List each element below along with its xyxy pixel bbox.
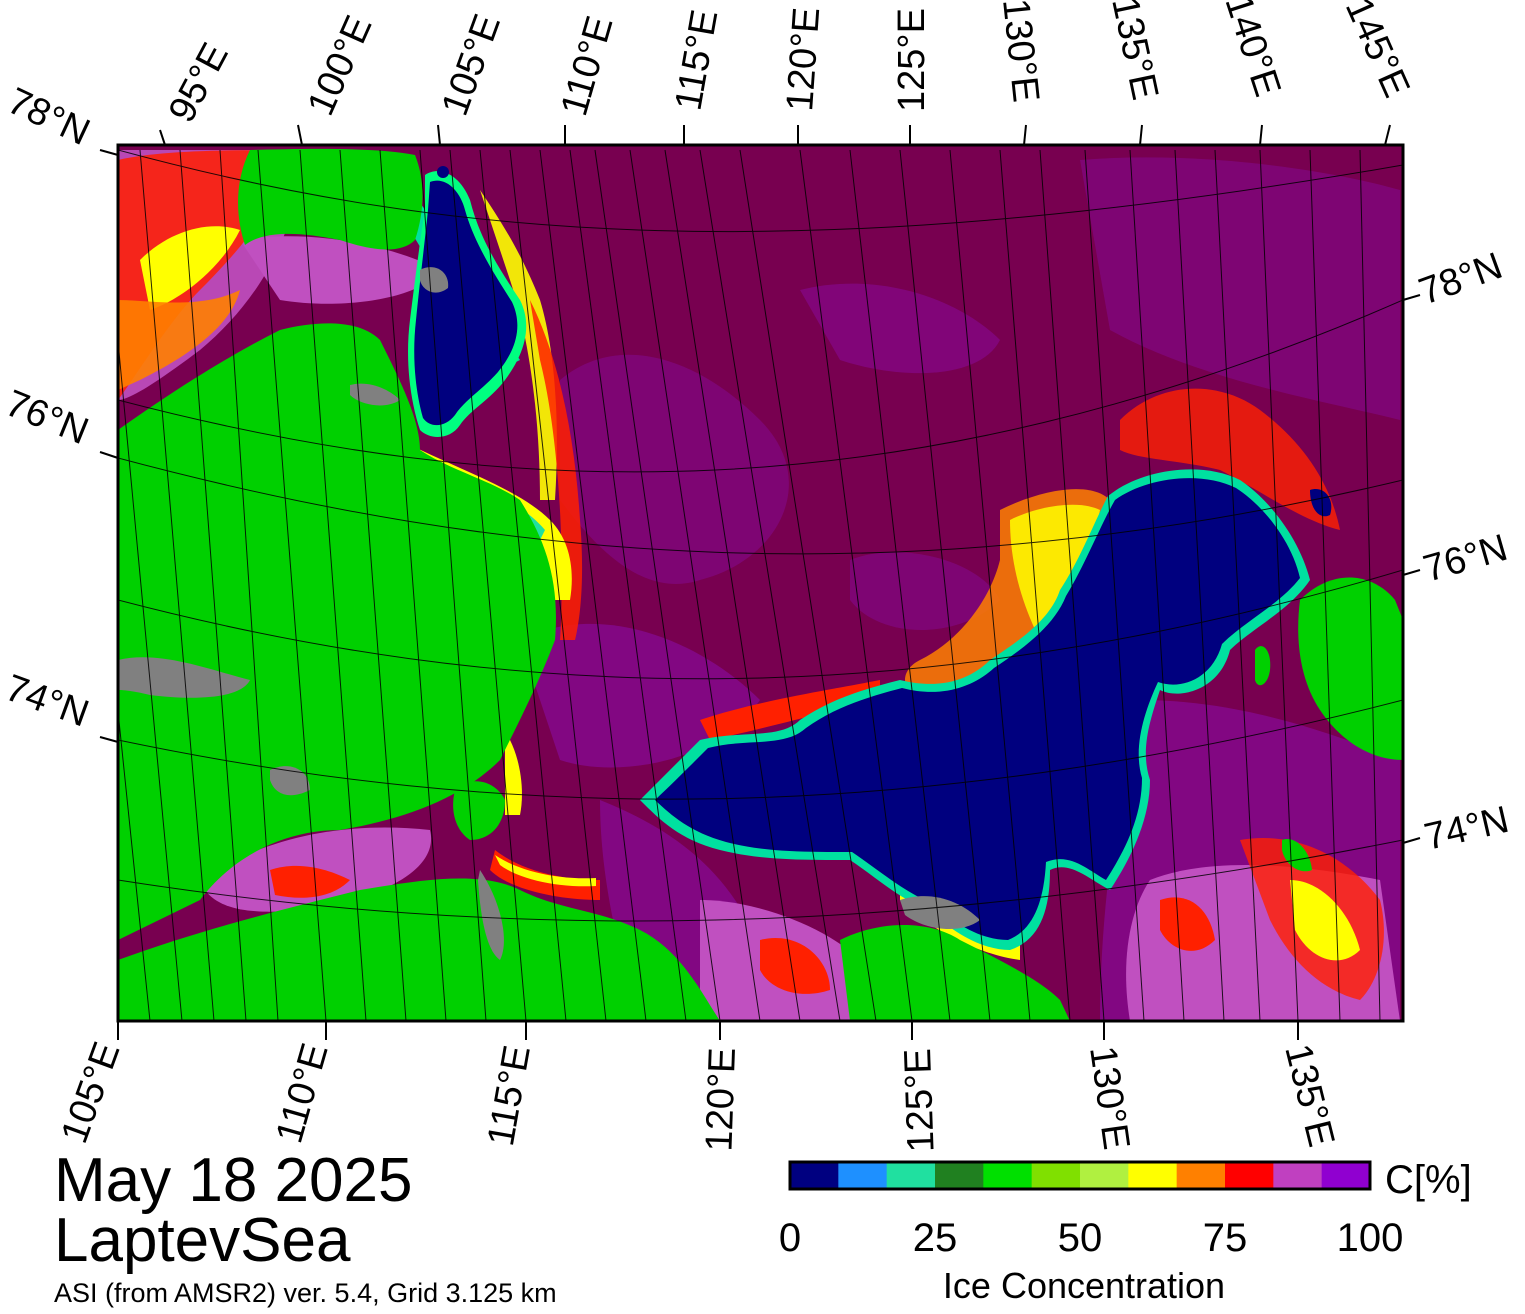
right-lat-labels: 78°N 76°N 74°N [1414,245,1513,859]
colorbar-cell [1176,1162,1226,1189]
kotelny-island [1298,577,1403,760]
right-lat-label: 74°N [1421,799,1513,859]
top-lon-label: 120°E [779,6,828,113]
top-lon-label: 100°E [300,10,381,122]
colorbar-title: Ice Concentration [942,1265,1226,1306]
data-source-note: ASI (from AMSR2) ver. 5.4, Grid 3.125 km [54,1278,557,1308]
colorbar-unit: C[%] [1385,1158,1472,1202]
bolshevik-island [238,148,423,250]
colorbar-cell [1321,1162,1371,1189]
top-lon-labels: 95°E 100°E 105°E 110°E 115°E 120°E 125°E… [161,0,1418,129]
top-lon-label: 95°E [161,36,237,129]
tick-marks [99,124,1421,1040]
colorbar-tick-label: 100 [1336,1216,1404,1260]
map-date: May 18 2025 [54,1146,413,1215]
land-ice-areas [118,267,980,960]
left-lat-label: 74°N [0,667,94,736]
bottom-lon-label: 115°E [480,1042,539,1149]
colorbar-cell [983,1162,1033,1189]
lena-delta [840,925,1070,1021]
top-lon-label: 130°E [994,0,1047,104]
top-lon-label: 145°E [1337,0,1418,104]
left-lat-label: 78°N [1,80,96,154]
mainland-south [118,878,720,1021]
ice-margin-east [700,388,1384,1000]
bottom-lon-label: 105°E [53,1037,128,1149]
top-lon-label: 115°E [668,7,727,114]
top-lon-label: 135°E [1103,0,1166,104]
bottom-lon-label: 130°E [1081,1043,1137,1152]
left-lat-label: 76°N [0,382,94,453]
left-lat-labels: 78°N 76°N 74°N [0,80,96,735]
right-lat-label: 76°N [1419,527,1512,591]
bottom-lon-label: 120°E [698,1047,744,1152]
colorbar-cell [1273,1162,1323,1189]
bottom-lon-labels: 105°E 110°E 115°E 120°E 125°E 130°E 135°… [53,1037,1342,1153]
begichev-island [453,781,505,840]
colorbar-cell [790,1162,839,1189]
colorbar-frame [788,1160,1372,1191]
colorbar-cells [790,1162,1371,1189]
bolshoy-lyakhovsky [1282,839,1312,872]
colorbar-cell [1031,1162,1081,1189]
colorbar-cell [838,1162,888,1189]
bottom-lon-label: 135°E [1276,1040,1342,1151]
top-lon-label: 110°E [553,12,621,121]
colorbar-cell [1128,1162,1178,1189]
bottom-lon-label: 125°E [897,1048,943,1153]
colorbar [788,1160,1372,1191]
colorbar-tick-label: 0 [778,1216,802,1260]
colorbar-cell [935,1162,984,1189]
stolbovoy-island [1255,646,1271,686]
polynya-east [640,469,1332,950]
bottom-lon-label: 110°E [268,1039,336,1148]
region-name: LaptevSea [54,1206,351,1275]
colorbar-tick-label: 25 [912,1216,958,1260]
map-frame [116,143,1405,1023]
colorbar-tick-label: 50 [1057,1216,1103,1260]
top-lon-label: 125°E [891,8,933,112]
top-lon-label: 140°E [1216,0,1288,102]
graticule [118,149,1403,1021]
top-lon-label: 105°E [434,9,509,121]
colorbar-cell [1225,1162,1274,1189]
right-lat-label: 78°N [1414,245,1508,314]
colorbar-cell [886,1162,936,1189]
colorbar-cell [1080,1162,1129,1189]
colorbar-tick-label: 75 [1202,1216,1248,1260]
polynya-west [408,166,527,437]
